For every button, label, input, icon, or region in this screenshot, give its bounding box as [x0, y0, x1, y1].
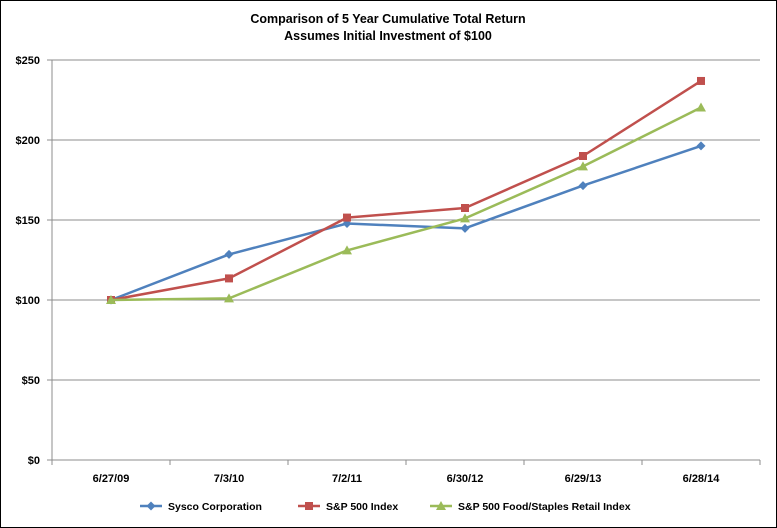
y-tick-label: $50 [22, 375, 40, 387]
legend-item: Sysco Corporation [140, 501, 262, 513]
series-square [107, 76, 705, 304]
chart-subtitle: Assumes Initial Investment of $100 [284, 29, 492, 43]
legend-item: S&P 500 Food/Staples Retail Index [430, 501, 631, 513]
x-tick-label: 6/28/14 [683, 473, 721, 485]
legend-label: Sysco Corporation [168, 501, 262, 513]
data-point [106, 295, 116, 304]
legend-marker [436, 501, 446, 510]
series-diamond [106, 141, 706, 305]
series-line [110, 144, 702, 302]
data-point [578, 181, 588, 191]
legend-item: S&P 500 Index [298, 501, 398, 513]
data-point [696, 102, 706, 112]
y-tick-label: $150 [16, 215, 40, 227]
x-tick-label: 6/30/12 [447, 473, 484, 485]
data-point [224, 293, 234, 303]
data-point [579, 152, 587, 160]
y-tick-label: $100 [16, 295, 40, 307]
data-point [225, 274, 233, 283]
legend-label: S&P 500 Food/Staples Retail Index [458, 501, 631, 513]
chart-title: Comparison of 5 Year Cumulative Total Re… [250, 12, 525, 26]
series-line [110, 79, 702, 302]
legend: Sysco Corporation S&P 500 Index S&P 500 Fo… [140, 501, 631, 513]
series-line [110, 106, 702, 302]
legend-marker [146, 501, 156, 511]
legend-marker [305, 502, 313, 510]
x-tick-label: 6/29/13 [565, 473, 602, 485]
legend-label: S&P 500 Index [326, 501, 398, 513]
y-tick-label: $0 [28, 455, 40, 467]
data-point [461, 204, 469, 212]
data-point [460, 223, 470, 233]
series-layer [106, 76, 706, 305]
series-triangle [106, 102, 706, 304]
data-point [224, 249, 234, 259]
axes: $0 $50 $100 $150 $200 $250 6/27/09 7/3/10 7/2/11… [16, 55, 761, 485]
data-point [697, 76, 705, 85]
data-point [578, 161, 588, 171]
data-point [696, 141, 706, 151]
data-point [342, 245, 352, 255]
x-tick-label: 7/2/11 [332, 473, 362, 485]
data-point [343, 213, 351, 222]
x-tick-label: 6/27/09 [93, 473, 130, 485]
x-tick-label: 7/3/10 [214, 473, 245, 485]
y-tick-label: $250 [16, 55, 40, 67]
y-tick-label: $200 [16, 135, 40, 147]
gridlines [52, 59, 760, 461]
data-point [460, 213, 470, 223]
